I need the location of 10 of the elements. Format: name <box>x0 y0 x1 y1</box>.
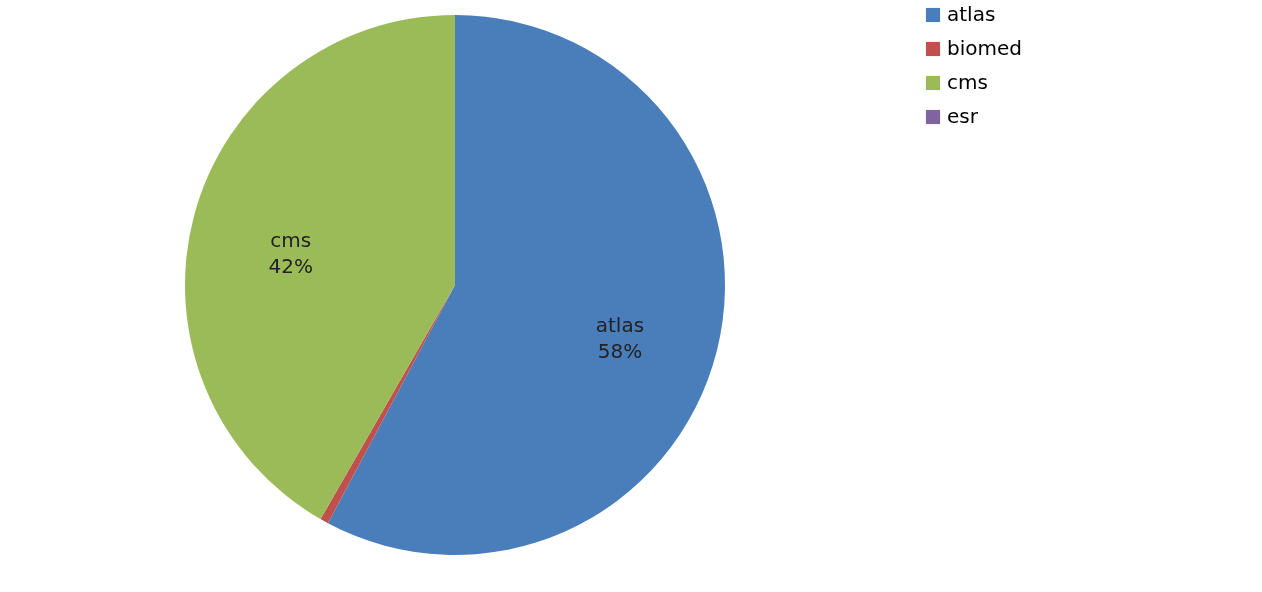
pie-slice <box>185 15 455 520</box>
data-label: 42% <box>268 254 313 279</box>
legend-label: biomed <box>947 36 1022 60</box>
legend-label: esr <box>947 104 979 128</box>
legend-label: cms <box>947 70 988 94</box>
data-label: 58% <box>597 339 643 364</box>
legend-label: atlas <box>947 2 996 26</box>
pie-slice <box>327 15 725 555</box>
slice-label: cms <box>270 228 312 253</box>
slice-label: atlas <box>595 313 645 338</box>
